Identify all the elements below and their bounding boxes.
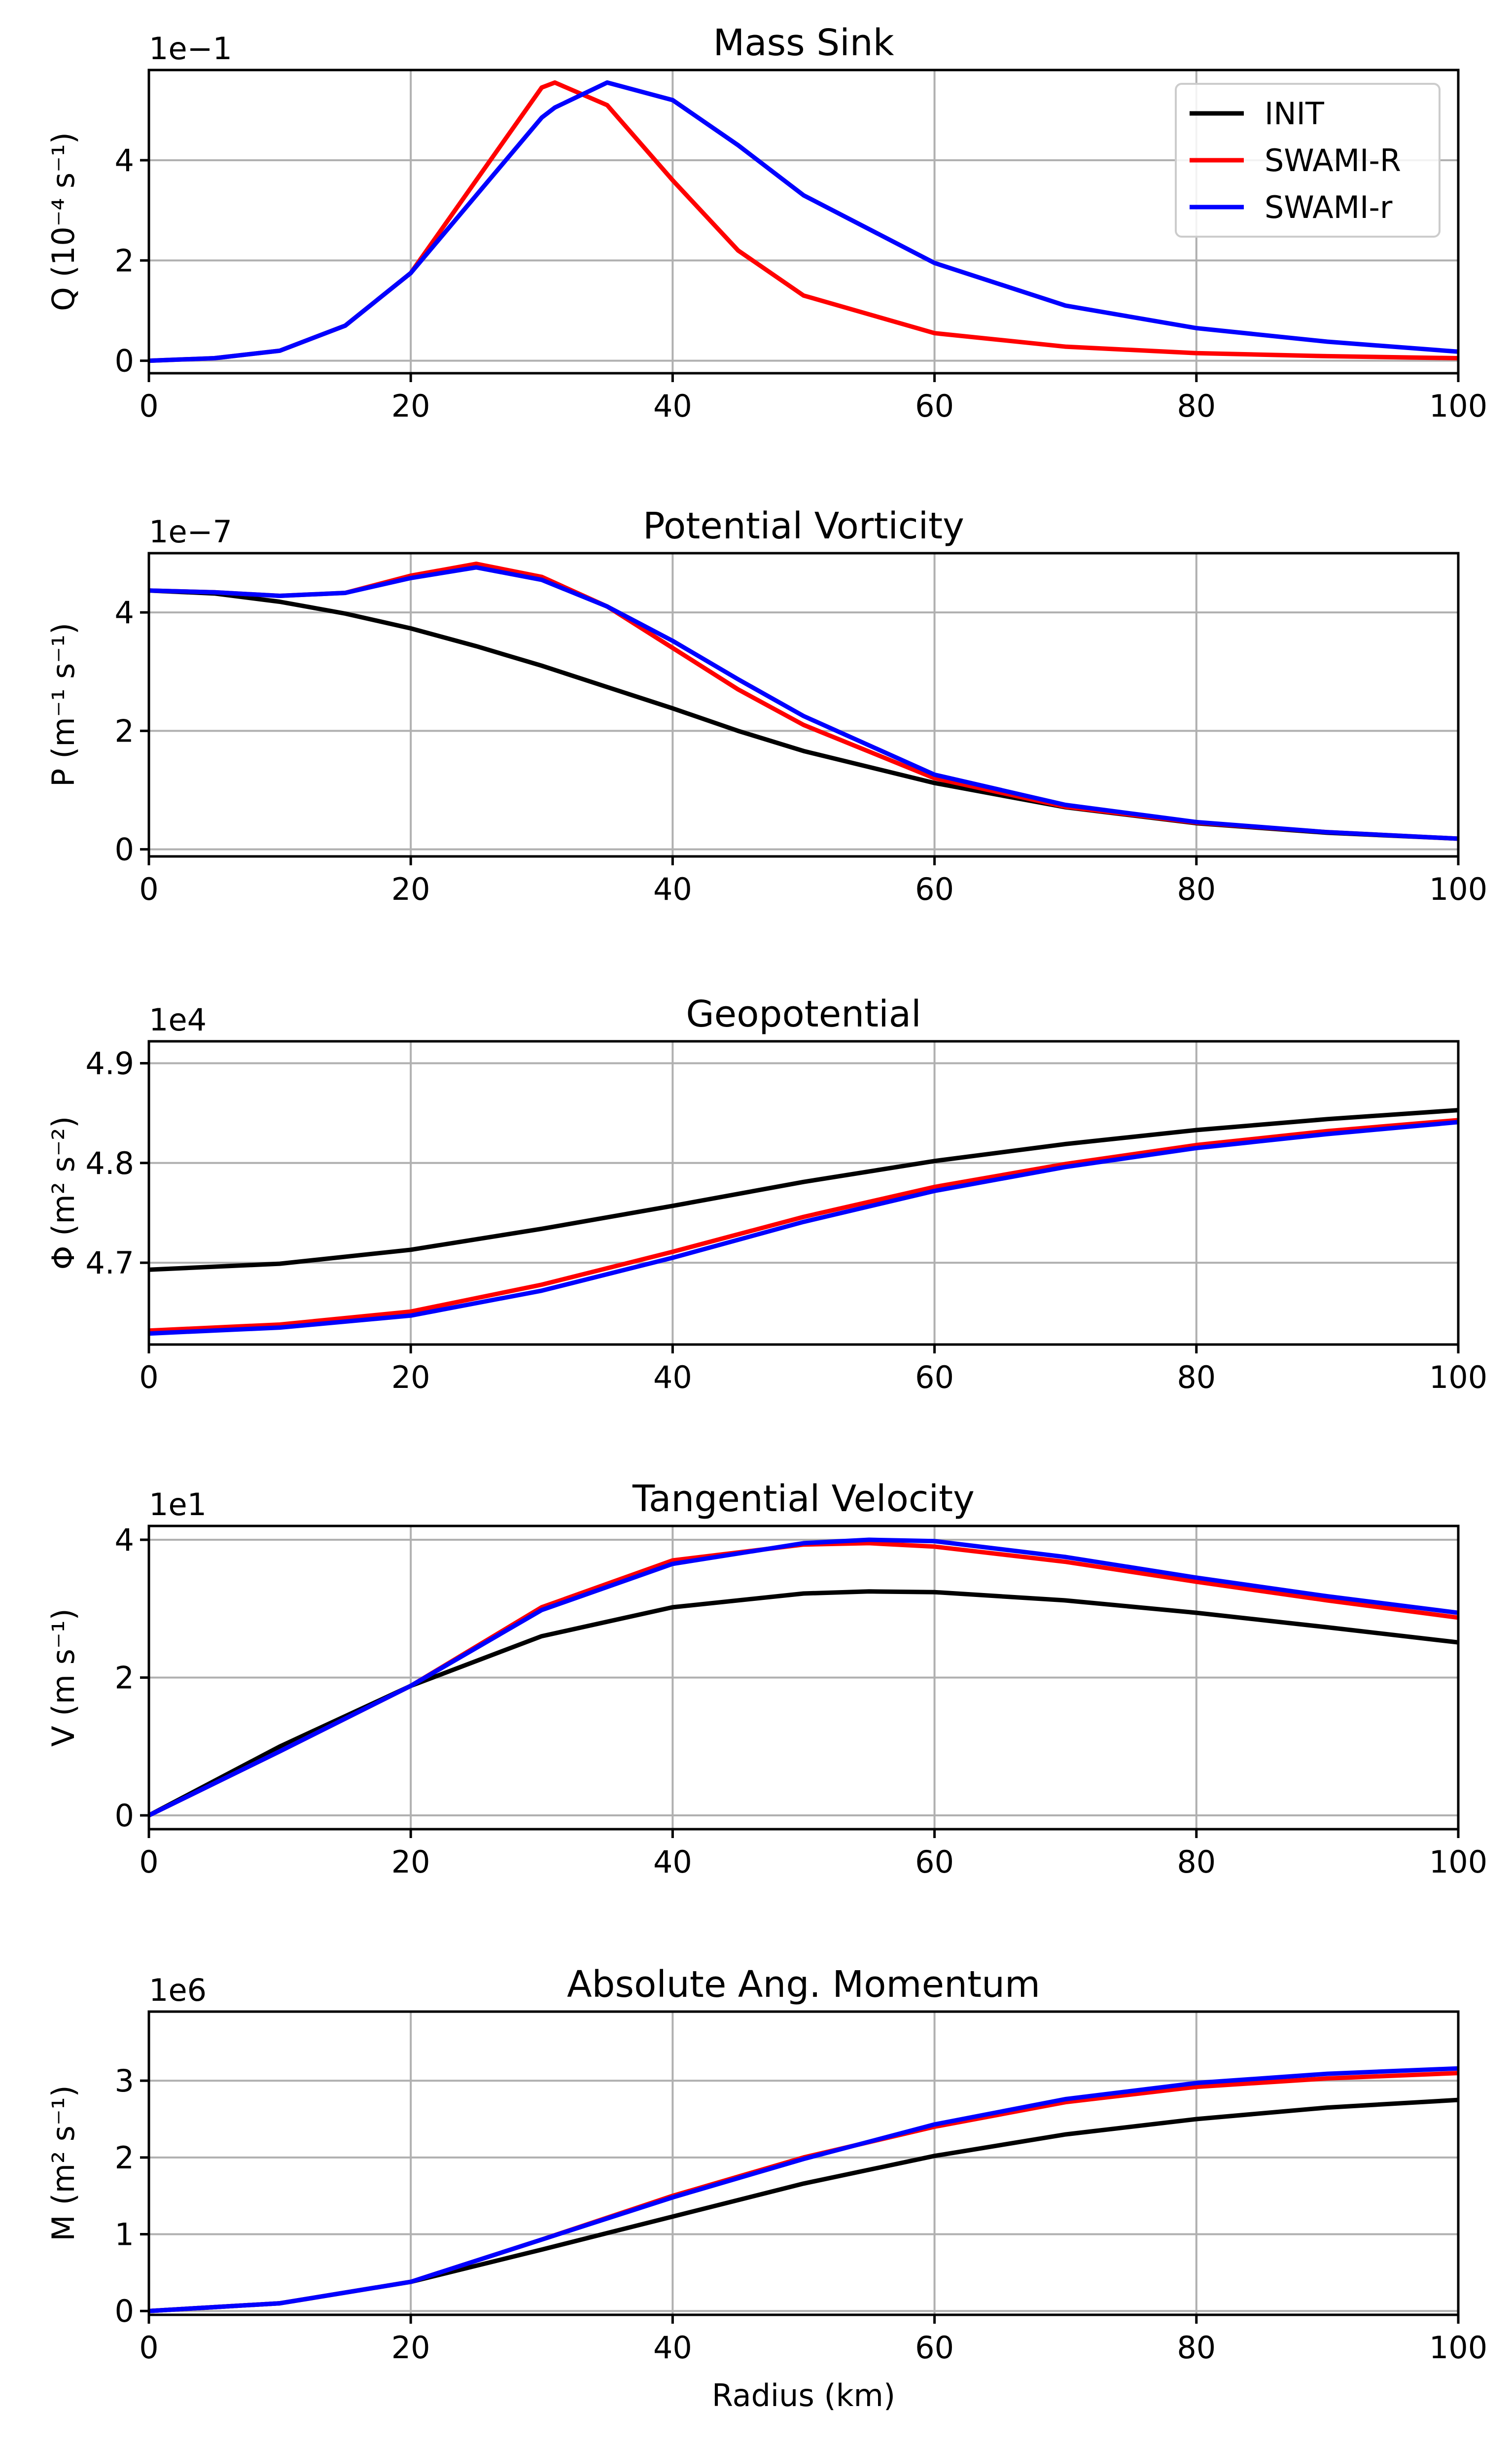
x-tick-label: 40 [653,388,692,424]
x-tick-label: 80 [1177,1844,1216,1880]
axes-frame [147,1040,1460,1346]
series-line-init [149,1589,1458,1818]
y-tick-label: 0 [115,1798,134,1834]
legend-frame [1175,83,1441,238]
x-tick-label: 100 [1429,1844,1487,1880]
x-tick-label: 60 [915,388,954,424]
y-tick-label: 2 [115,1660,134,1696]
panel-1: Mass Sink 1e−1 0 20 40 60 80 100 0 2 4 Q (10⁻⁴ s⁻¹)… [45,22,1487,424]
y-axis-label: P (m⁻¹ s⁻¹) [45,623,81,787]
axis-offset-label: 1e6 [149,1972,207,2008]
x-tick-label: 0 [139,1359,158,1395]
x-tick-label: 100 [1429,871,1487,907]
y-tick-label: 2 [115,2140,134,2176]
panel-4: Tangential Velocity 1e1 0 20 40 60 80 100 0 2 4 V (… [45,1478,1487,1880]
legend: INIT SWAMI-R SWAMI-r [1175,83,1441,238]
panel-title: Potential Vorticity [643,505,964,547]
y-tick-label: 4.9 [85,1046,134,1082]
series-line-swami-r [149,1537,1458,1818]
axis-offset-label: 1e−7 [149,514,232,550]
axes-frame [147,2010,1460,2316]
legend-label: SWAMI-R [1265,142,1401,178]
axes-frame [147,552,1460,858]
panel-5: Absolute Ang. Momentum 1e6 0 20 40 60 80 100 0 1 2… [45,1963,1487,2413]
x-tick-label: 40 [653,871,692,907]
y-tick-label: 0 [115,832,134,868]
series-line-swami-r [149,80,1458,363]
x-tick-label: 80 [1177,871,1216,907]
legend-label: SWAMI-r [1265,189,1393,225]
x-tick-label: 80 [1177,1359,1216,1395]
x-tick-label: 100 [1429,388,1487,424]
series-line-init [149,1108,1458,1272]
series-line-swami-r [149,1118,1458,1333]
x-tick-label: 0 [139,2330,158,2366]
y-tick-label: 0 [115,2293,134,2329]
x-axis-label: Radius (km) [712,2377,895,2413]
legend-label: INIT [1265,96,1325,132]
x-tick-label: 20 [391,1359,430,1395]
x-tick-label: 40 [653,2330,692,2366]
y-tick-label: 1 [115,2217,134,2253]
series-line-swami-r [149,1541,1458,1818]
x-tick-label: 0 [139,1844,158,1880]
x-tick-label: 0 [139,871,158,907]
x-tick-label: 60 [915,1359,954,1395]
x-tick-label: 80 [1177,388,1216,424]
x-tick-label: 100 [1429,1359,1487,1395]
x-tick-label: 60 [915,871,954,907]
y-tick-label: 4.7 [85,1245,134,1281]
x-tick-label: 40 [653,1844,692,1880]
x-tick-label: 20 [391,388,430,424]
panel-title: Geopotential [686,993,921,1035]
series-line-swami-r [149,2066,1458,2313]
y-tick-label: 4 [115,1522,134,1558]
axis-offset-label: 1e−1 [149,31,232,67]
x-tick-label: 20 [391,2330,430,2366]
y-axis-label: V (m s⁻¹) [45,1608,81,1746]
axis-offset-label: 1e4 [149,1002,207,1038]
y-axis-label: M (m² s⁻¹) [45,2085,81,2241]
axes-frame [147,69,1460,375]
x-tick-label: 60 [915,1844,954,1880]
y-tick-label: 2 [115,243,134,279]
panel-title: Absolute Ang. Momentum [567,1963,1040,2006]
y-tick-label: 4 [115,595,134,631]
x-tick-label: 100 [1429,2330,1487,2366]
series-line-swami-r [149,1120,1458,1336]
x-tick-label: 20 [391,1844,430,1880]
y-tick-label: 4.8 [85,1145,134,1181]
series-line-swami-r [149,2071,1458,2313]
y-tick-label: 3 [115,2063,134,2099]
x-tick-label: 80 [1177,2330,1216,2366]
panel-title: Mass Sink [713,22,894,64]
y-axis-label: Φ (m² s⁻²) [45,1116,81,1270]
x-tick-label: 20 [391,871,430,907]
series-line-swami-r [149,565,1458,841]
panel-title: Tangential Velocity [632,1478,975,1520]
y-tick-label: 2 [115,713,134,749]
panel-2: Potential Vorticity 1e−7 0 20 40 60 80 100 0 2 4 P … [45,505,1487,907]
y-axis-label: Q (10⁻⁴ s⁻¹) [45,132,81,311]
y-tick-label: 0 [115,343,134,379]
series-line-swami-r [149,562,1458,841]
x-tick-label: 60 [915,2330,954,2366]
axis-offset-label: 1e1 [149,1487,207,1523]
y-tick-label: 4 [115,142,134,178]
panel-3: Geopotential 1e4 0 20 40 60 80 100 4.7 4.8 4.9Φ (m… [45,993,1487,1395]
x-tick-label: 0 [139,388,158,424]
series-line-init [149,2097,1458,2313]
x-tick-label: 40 [653,1359,692,1395]
